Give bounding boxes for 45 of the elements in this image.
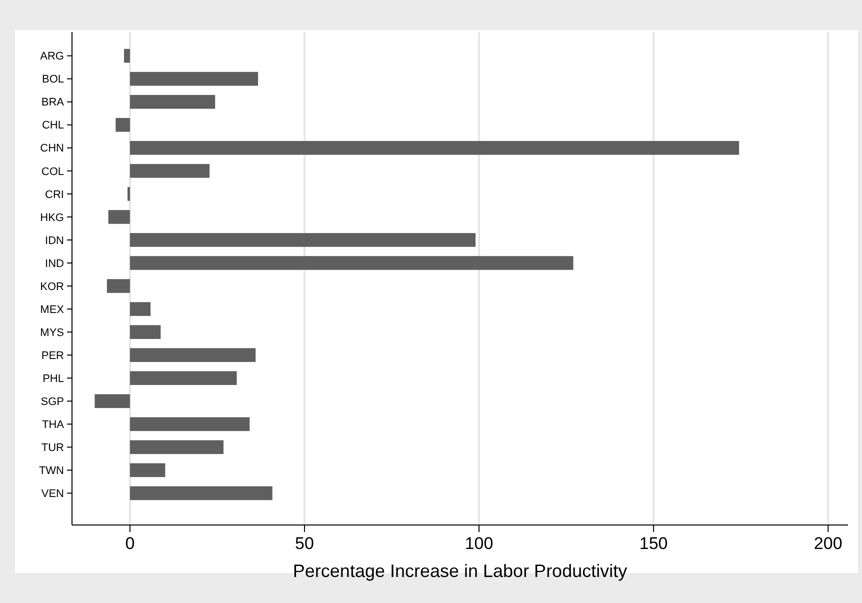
bar [130,325,161,339]
bar [130,302,151,316]
bar [130,94,216,109]
y-tick-label: CRI [45,188,64,201]
x-tick-label: 150 [639,534,668,553]
y-tick-label: SGP [40,396,64,408]
bar [116,118,130,132]
y-tick-label: CHL [42,120,64,132]
bar [130,256,574,270]
y-tick-label: KOR [40,280,64,293]
y-tick-label: HKG [40,212,64,224]
bar [94,394,130,408]
bar [130,348,256,362]
bar [130,371,237,385]
y-tick-label: VEN [41,488,64,500]
x-tick-label: 100 [464,534,494,553]
x-tick-label: 0 [125,534,135,553]
y-tick-label: COL [41,166,64,178]
bar [130,463,166,478]
y-tick-label: MEX [40,304,65,316]
bar [130,140,740,155]
bar [130,72,258,86]
y-tick-label: CHN [40,142,64,155]
y-tick-label: BOL [42,74,64,86]
y-tick-label: THA [42,418,65,431]
y-tick-label: TUR [41,442,64,454]
bar [130,440,224,454]
x-axis-title: Percentage Increase in Labor Productivity [292,561,628,581]
y-tick-label: BRA [41,96,65,109]
y-tick-label: IND [45,258,64,270]
y-tick-label: PER [41,350,64,362]
bar [108,210,130,224]
bar [130,486,272,500]
y-tick-label: IDN [45,234,64,247]
bar [130,233,476,247]
bar [130,417,250,432]
x-tick-label: 200 [814,534,842,553]
y-tick-label: TWN [38,465,64,478]
y-tick-label: ARG [40,50,64,63]
x-tick-label: 50 [295,534,314,553]
bar [106,279,130,293]
y-tick-label: MYS [40,326,64,339]
bar [124,48,130,63]
y-tick-label: PHL [42,372,64,385]
bar [130,164,210,178]
